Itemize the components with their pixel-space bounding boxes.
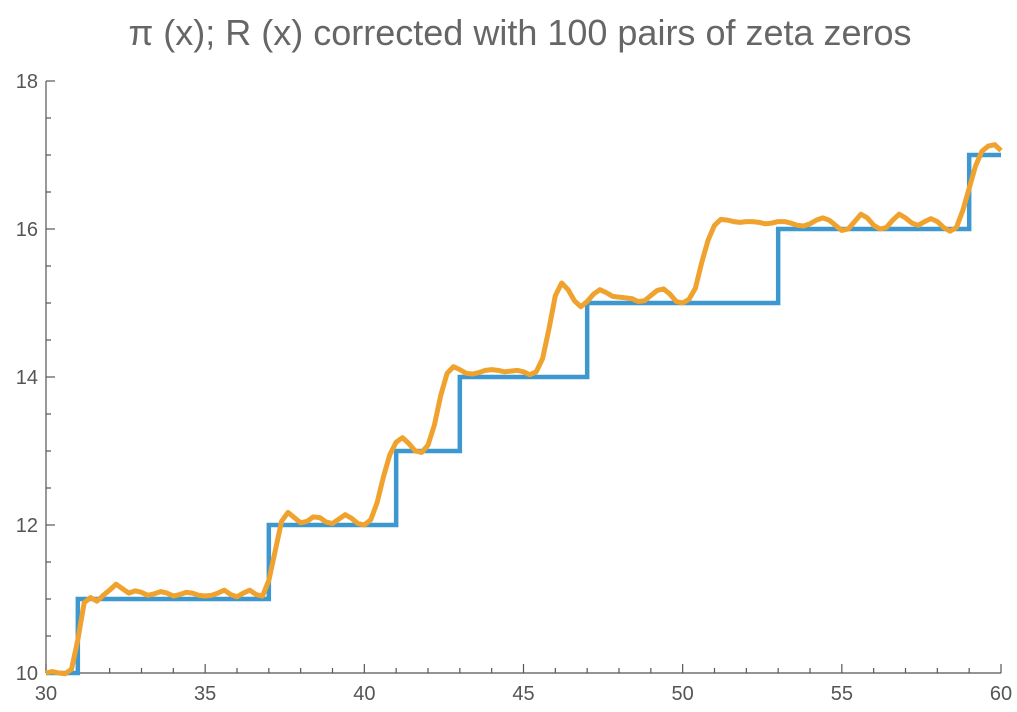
chart-title: π (x); R (x) corrected with 100 pairs of… [128, 12, 911, 53]
x-tick-label: 50 [672, 683, 694, 705]
x-tick-label: 60 [990, 683, 1012, 705]
y-tick-label: 16 [16, 219, 38, 241]
pi-step-series-line [46, 152, 1001, 676]
y-tick-label: 12 [16, 515, 38, 537]
tick-labels: 30 35 40 45 50 55 60 10 12 14 16 18 [16, 71, 1012, 705]
y-tick-label: 14 [16, 367, 38, 389]
y-tick-label: 18 [16, 71, 38, 93]
x-tick-label: 35 [194, 683, 216, 705]
x-tick-label: 40 [353, 683, 375, 705]
x-tick-label: 45 [512, 683, 534, 705]
y-tick-label: 10 [16, 663, 38, 685]
x-tick-label: 30 [35, 683, 57, 705]
series-layer [45, 142, 1003, 677]
x-tick-label: 55 [831, 683, 853, 705]
axis-ticks [45, 80, 1002, 674]
riemann-r-series-line [45, 142, 1003, 677]
